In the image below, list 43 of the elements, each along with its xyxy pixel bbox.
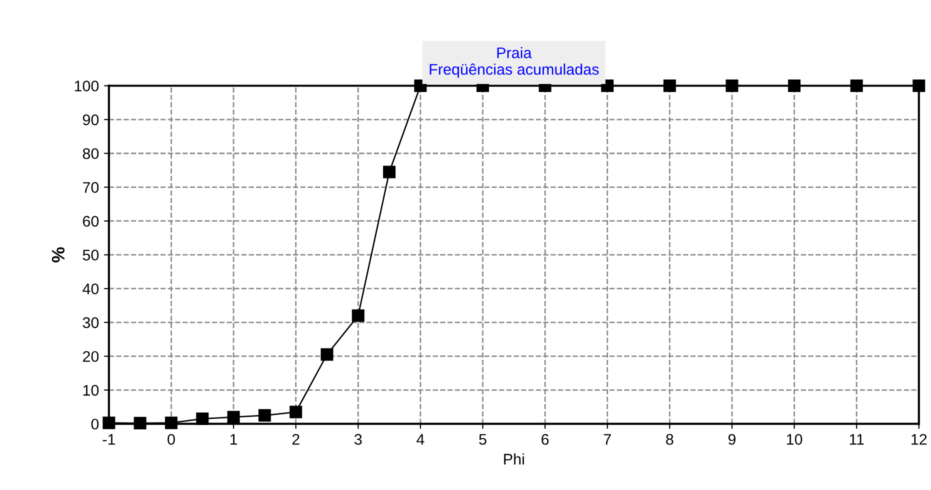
- x-tick-label: 11: [850, 434, 864, 445]
- y-tick-label: 90: [82, 114, 99, 126]
- x-tick-label: 9: [728, 434, 736, 445]
- x-tick-label: 5: [479, 434, 486, 445]
- y-tick-label: 0: [91, 418, 99, 430]
- point: [320, 348, 334, 361]
- point: [663, 80, 676, 92]
- point: [383, 166, 396, 178]
- x-tick-label: -1: [102, 434, 115, 445]
- y-tick-label: 20: [82, 351, 99, 362]
- y-tick-label: 30: [82, 317, 99, 328]
- y-axis-title: %: [52, 247, 65, 262]
- point: [912, 80, 926, 92]
- x-tick-label: 6: [542, 434, 549, 445]
- x-tick-label: 8: [666, 434, 674, 445]
- x-tick-label: 7: [604, 434, 611, 445]
- x-tick-label: 0: [168, 434, 175, 445]
- point: [134, 416, 146, 430]
- point: [352, 309, 364, 322]
- x-tick-label: 10: [786, 434, 802, 445]
- point: [850, 80, 863, 92]
- y-tick-label: 40: [82, 283, 99, 294]
- y-tick-label: 10: [83, 384, 99, 396]
- y-tick-label: 70: [82, 182, 99, 193]
- x-axis-title: Phi: [504, 453, 524, 464]
- point: [290, 406, 302, 418]
- x-tick-label: 3: [354, 434, 362, 445]
- y-tick-label: 100: [74, 80, 99, 92]
- y-tick-label: 60: [82, 216, 99, 227]
- y-tick-label: 80: [82, 148, 99, 160]
- y-tick-label: 50: [82, 250, 99, 260]
- chart-title: Praia Freqüências acumuladas: [430, 47, 599, 78]
- point: [102, 416, 116, 430]
- x-tick-label: 1: [230, 434, 238, 445]
- point: [227, 410, 240, 424]
- point: [196, 412, 209, 426]
- point: [164, 416, 178, 430]
- point: [726, 80, 738, 92]
- x-tick-label: 2: [292, 434, 300, 445]
- x-tick-label: 4: [416, 434, 424, 445]
- x-tick-label: 12: [912, 434, 927, 445]
- point: [788, 80, 801, 92]
- point: [258, 409, 271, 422]
